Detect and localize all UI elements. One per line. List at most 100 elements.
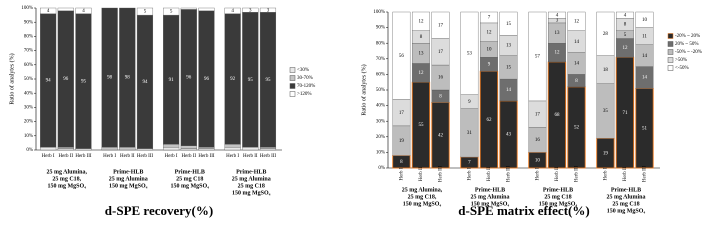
- bar-segment: [57, 7, 74, 12]
- data-label: 17: [535, 112, 541, 117]
- data-label: 4: [556, 13, 559, 18]
- data-label: 14: [642, 76, 648, 81]
- y-tick-label: 0%: [378, 166, 385, 171]
- group-label: 25 mg C18: [238, 183, 265, 189]
- x-tick-label: Herb II: [623, 166, 628, 181]
- bar-segment: [40, 7, 57, 14]
- bar-segment: [57, 148, 74, 151]
- y-tick-label: 100%: [373, 10, 385, 15]
- bar-segment: [392, 11, 411, 100]
- bar-segment: [242, 146, 259, 151]
- bar-segment: [259, 148, 277, 151]
- x-tick-label: Herb II: [182, 154, 197, 159]
- bar-segment: [224, 144, 241, 148]
- data-label: 7: [488, 16, 491, 21]
- data-label: 14: [506, 88, 512, 93]
- data-label: 15: [506, 22, 512, 27]
- y-axis-label: Ratio of analytes (%): [360, 64, 367, 115]
- y-tick-label: 80%: [376, 41, 385, 46]
- y-tick-label: 70%: [376, 57, 385, 62]
- data-label: 17: [438, 50, 444, 55]
- figure: 0%10%20%30%40%50%60%70%80%90%100%Ratio o…: [8, 6, 702, 218]
- legend-swatch: [667, 49, 674, 55]
- x-tick-label: Herb II: [120, 154, 135, 159]
- data-label: 43: [506, 133, 512, 138]
- data-label: 8: [624, 23, 627, 28]
- group-label: 25 mg Alumina: [470, 194, 509, 200]
- legend-swatch: [289, 75, 296, 81]
- group-label: 150 mg MgSO₄: [109, 183, 148, 189]
- data-label: 12: [486, 30, 492, 35]
- bar-segment: [224, 146, 241, 151]
- data-label: 3: [267, 8, 270, 13]
- data-label: 51: [642, 126, 648, 131]
- bar-segment: [101, 146, 118, 151]
- data-label: 4: [624, 13, 627, 18]
- x-tick-label: Herb I: [42, 154, 55, 159]
- x-tick-label: Herb I: [226, 154, 239, 159]
- y-tick-label: 10%: [24, 134, 33, 139]
- x-tick-label: Herb I: [604, 167, 609, 180]
- data-label: 71: [622, 111, 628, 116]
- legend-label: >120%: [297, 92, 312, 97]
- x-tick-label: Herb I: [103, 154, 116, 159]
- bar-segment: [567, 11, 586, 31]
- data-label: 16: [438, 76, 444, 81]
- bar-segment: [163, 144, 180, 148]
- bar-segment: [119, 146, 136, 151]
- bar-segment: [40, 146, 57, 151]
- group-label: 150 mg MgSO₄: [539, 201, 578, 207]
- bar-segment: [412, 11, 430, 31]
- data-label: 16: [535, 138, 541, 143]
- x-tick-label: Herb III: [507, 166, 512, 183]
- data-label: 42: [438, 133, 444, 138]
- bar-segment: [224, 7, 241, 14]
- legend-swatch: [289, 83, 296, 89]
- group-label: 150 mg MgSO₄: [232, 190, 271, 196]
- data-label: 3: [249, 8, 252, 13]
- bar-segment: [259, 146, 277, 149]
- y-tick-label: 30%: [376, 119, 385, 124]
- data-label: 8: [439, 94, 442, 99]
- data-label: 4: [47, 9, 50, 14]
- x-tick-label: Herb II: [59, 154, 74, 159]
- bar-segment: [259, 7, 277, 13]
- legend-swatch: [667, 33, 674, 39]
- group-label: Prime-HLB: [611, 187, 641, 193]
- bar-segment: [163, 146, 180, 151]
- bar-segment: [57, 146, 74, 149]
- bar-segment: [460, 11, 479, 95]
- y-tick-label: 90%: [376, 26, 385, 31]
- y-tick-label: 0%: [26, 148, 33, 153]
- bar-segment: [616, 11, 634, 19]
- bar-segment: [136, 148, 154, 151]
- data-label: 9: [488, 62, 491, 67]
- legend-label: -20% ~ 20%: [675, 34, 700, 39]
- y-tick-label: 70%: [24, 49, 33, 54]
- data-label: 53: [467, 51, 473, 56]
- group-label: 150 mg MgSO₄: [403, 201, 442, 207]
- group-label: 25 mg Alumina,: [402, 187, 443, 193]
- group-label: 25 mg Alumina: [606, 194, 645, 200]
- chart-title: d-SPE recovery(%): [105, 203, 213, 218]
- group-label: 25 mg Alumina: [109, 176, 148, 182]
- x-tick-label: Herb III: [137, 154, 154, 159]
- y-tick-label: 20%: [24, 120, 33, 125]
- bar-segment: [480, 11, 498, 24]
- data-label: 95: [265, 78, 271, 83]
- data-label: 56: [399, 54, 405, 59]
- y-tick-label: 100%: [21, 6, 33, 11]
- bar-segment: [119, 7, 136, 148]
- legend-label: -50% ~ -20%: [675, 50, 702, 55]
- y-tick-label: 50%: [24, 77, 33, 82]
- data-label: 28: [603, 32, 609, 37]
- bar-segment: [198, 148, 215, 151]
- bar-segment: [198, 7, 215, 12]
- data-label: 12: [418, 20, 424, 25]
- bar-segment: [528, 11, 547, 102]
- bar-segment: [180, 148, 197, 151]
- y-tick-label: 80%: [24, 35, 33, 40]
- legend-swatch: [289, 91, 296, 97]
- bar-segment: [75, 148, 92, 151]
- data-label: 96: [204, 77, 210, 82]
